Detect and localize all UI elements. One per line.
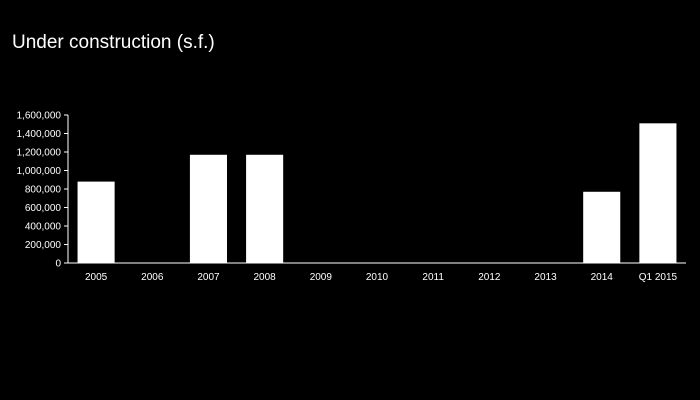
bars xyxy=(77,123,677,263)
x-tick-label: 2010 xyxy=(366,272,389,283)
x-tick-label: 2011 xyxy=(422,272,444,283)
x-tick-label: 2008 xyxy=(254,272,277,283)
x-tick-label: 2012 xyxy=(478,272,501,283)
bar-2014 xyxy=(583,191,621,263)
bar-2007 xyxy=(189,154,227,263)
x-tick-label: 2009 xyxy=(310,272,333,283)
y-tick-label: 0 xyxy=(55,259,61,270)
chart-title: Under construction (s.f.) xyxy=(12,32,215,53)
y-tick-label: 800,000 xyxy=(25,185,62,196)
x-tick-label: 2006 xyxy=(141,272,164,283)
bar-2008 xyxy=(246,154,284,263)
x-tick-label: Q1 2015 xyxy=(639,272,678,283)
y-tick-label: 400,000 xyxy=(25,222,62,233)
y-tick-label: 600,000 xyxy=(25,203,62,214)
y-tick-label: 200,000 xyxy=(25,240,62,251)
x-tick-label: 2014 xyxy=(591,272,614,283)
y-axis-ticks: 0 200,000 400,000 600,000 800,000 1,000,000 1,… xyxy=(17,111,68,270)
y-tick-label: 1,400,000 xyxy=(17,129,62,140)
x-axis-ticks: 2005 2006 2007 2008 2009 2010 2011 2012 2013 2014… xyxy=(85,272,678,283)
y-tick-label: 1,200,000 xyxy=(17,148,62,159)
x-tick-label: 2005 xyxy=(85,272,108,283)
y-tick-label: 1,000,000 xyxy=(17,166,62,177)
bar-2005 xyxy=(77,181,115,263)
bar-q1-2015 xyxy=(639,123,677,263)
y-tick-label: 1,600,000 xyxy=(17,111,62,122)
x-tick-label: 2007 xyxy=(197,272,220,283)
x-tick-label: 2013 xyxy=(534,272,557,283)
